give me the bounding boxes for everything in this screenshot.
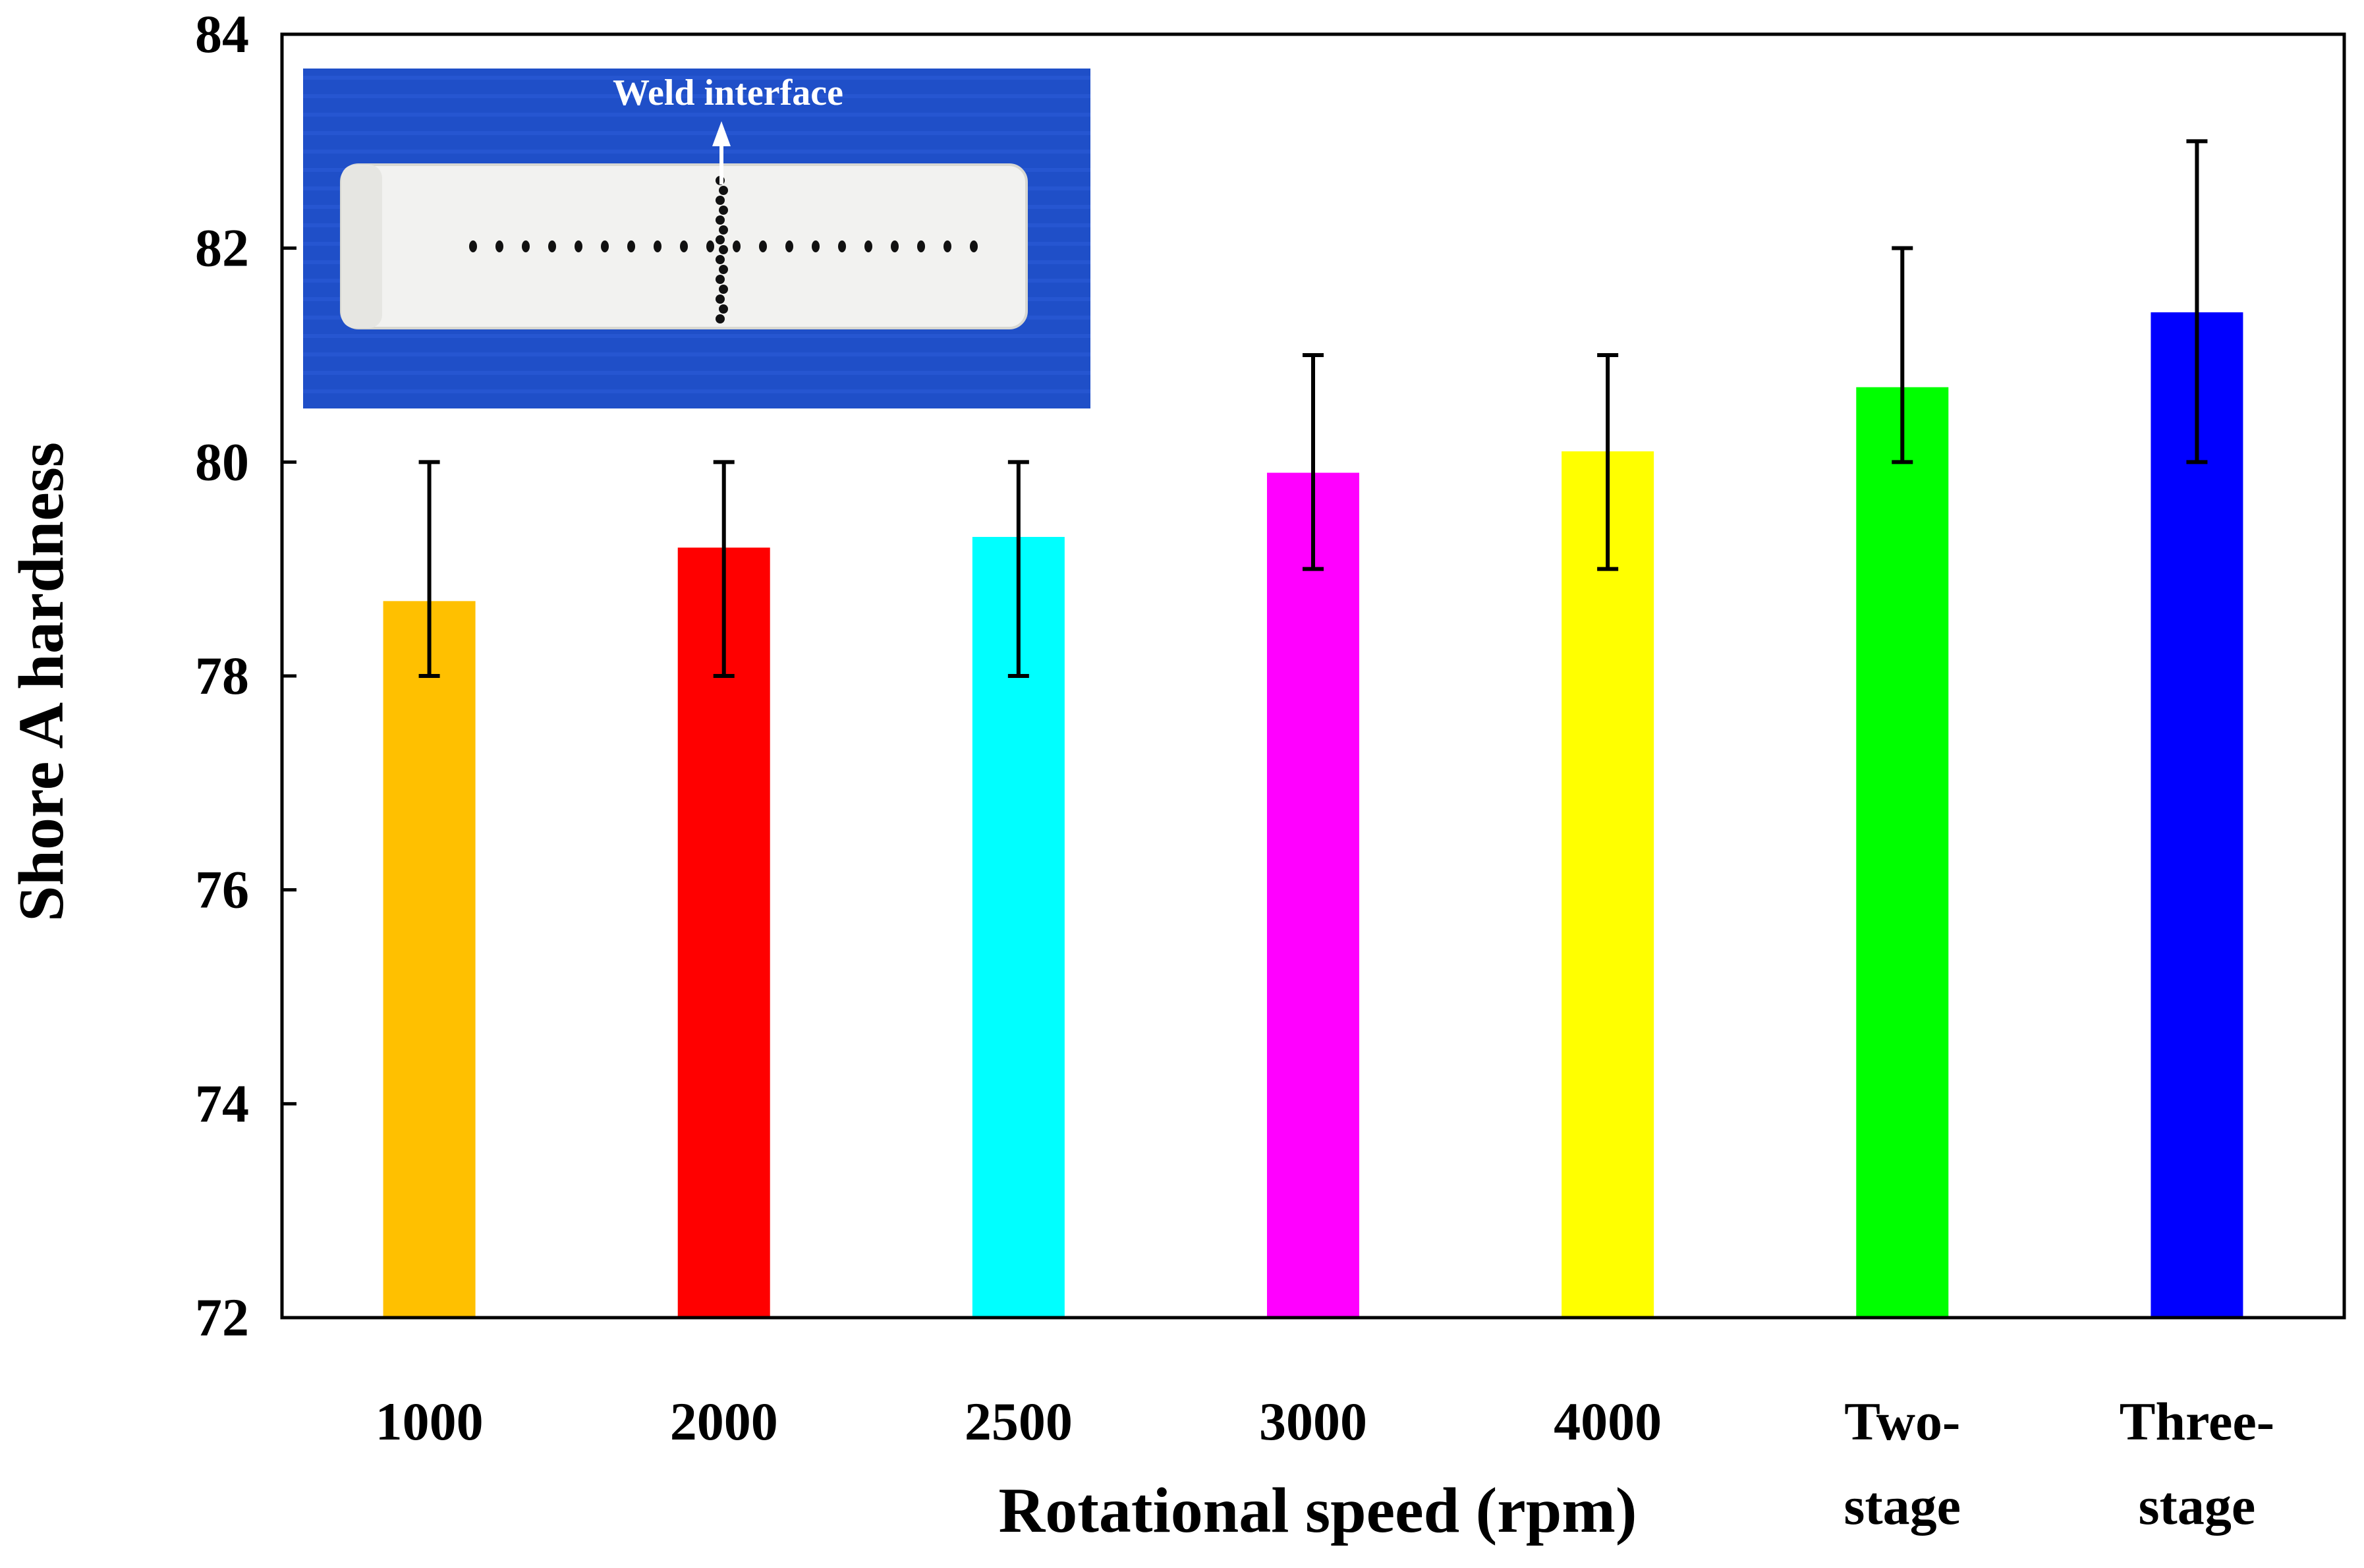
x-tick-label: 3000 [1259, 1391, 1367, 1451]
y-tick-label: 72 [195, 1287, 249, 1347]
inset-marker [522, 240, 530, 252]
bar-5 [1856, 387, 1949, 1318]
inset-specimen-end [341, 165, 382, 328]
x-tick-label: stage [2139, 1476, 2256, 1536]
y-tick-label: 78 [195, 646, 249, 706]
inset-marker [759, 240, 767, 252]
y-tick-label: 74 [195, 1073, 249, 1133]
x-tick-label: stage [1843, 1476, 1961, 1536]
inset-annotation: Weld interface [613, 72, 843, 113]
error-bar-2 [1007, 460, 1029, 678]
x-tick-label: 2000 [670, 1391, 778, 1451]
inset-marker [706, 240, 714, 252]
bar-3 [1267, 472, 1359, 1318]
error-bar-1 [713, 460, 735, 678]
inset-weld-marker [719, 265, 728, 274]
error-bar-6 [2186, 139, 2208, 464]
inset-weld-marker [719, 225, 728, 235]
inset-weld-marker [719, 206, 728, 215]
bar-6 [2151, 312, 2243, 1318]
inset-marker [495, 240, 503, 252]
x-tick-label: Three- [2120, 1391, 2274, 1451]
inset-weld-marker [716, 196, 725, 205]
y-tick-label: 82 [195, 218, 249, 278]
inset-weld-marker [716, 275, 725, 284]
bar-4 [1562, 451, 1654, 1318]
inset-weld-marker [719, 304, 728, 314]
inset-marker [891, 240, 899, 252]
y-tick-label: 76 [195, 860, 249, 920]
inset-marker [838, 240, 846, 252]
bar-0 [383, 601, 476, 1318]
error-bars-layer [418, 139, 2208, 678]
y-tick-label: 84 [195, 4, 249, 64]
inset-weld-marker [716, 215, 725, 225]
inset-marker [917, 240, 925, 252]
inset-marker [654, 240, 661, 252]
x-tick-label: Two- [1844, 1391, 1960, 1451]
inset-marker [680, 240, 688, 252]
x-axis-title: Rotational speed (rpm) [998, 1475, 1637, 1546]
error-bar-0 [418, 460, 440, 678]
inset-marker [943, 240, 951, 252]
y-tick-label: 80 [195, 432, 249, 491]
x-tick-label: 1000 [376, 1391, 484, 1451]
inset-marker [812, 240, 820, 252]
error-bar-5 [1892, 246, 1913, 464]
inset-marker [627, 240, 635, 252]
inset-weld-marker [719, 245, 728, 254]
inset-marker [469, 240, 477, 252]
inset-photo: Weld interface [303, 69, 1090, 408]
x-tick-label: 4000 [1554, 1391, 1662, 1451]
error-bar-3 [1303, 353, 1324, 571]
inset-marker [864, 240, 872, 252]
inset-marker [970, 240, 978, 252]
inset-marker [733, 240, 741, 252]
inset-arrow-head [712, 121, 731, 146]
error-bar-4 [1597, 353, 1619, 571]
inset-marker [575, 240, 582, 252]
inset-weld-marker [716, 235, 725, 244]
inset-weld-marker [716, 255, 725, 264]
y-axis-title: Shore A hardness [6, 442, 77, 922]
y-axis-ticks: 72 74 76 78 80 82 84 [195, 4, 296, 1347]
inset-marker [601, 240, 609, 252]
inset-weld-marker [719, 186, 728, 195]
x-axis-categories: 1000 2000 2500 3000 4000 Two-stage Three-stage [376, 1391, 2275, 1536]
x-tick-label: 2500 [965, 1391, 1073, 1451]
inset-marker [548, 240, 556, 252]
inset-weld-marker [716, 314, 725, 323]
inset-marker [785, 240, 793, 252]
inset-weld-marker [719, 285, 728, 294]
inset-weld-marker [716, 294, 725, 304]
